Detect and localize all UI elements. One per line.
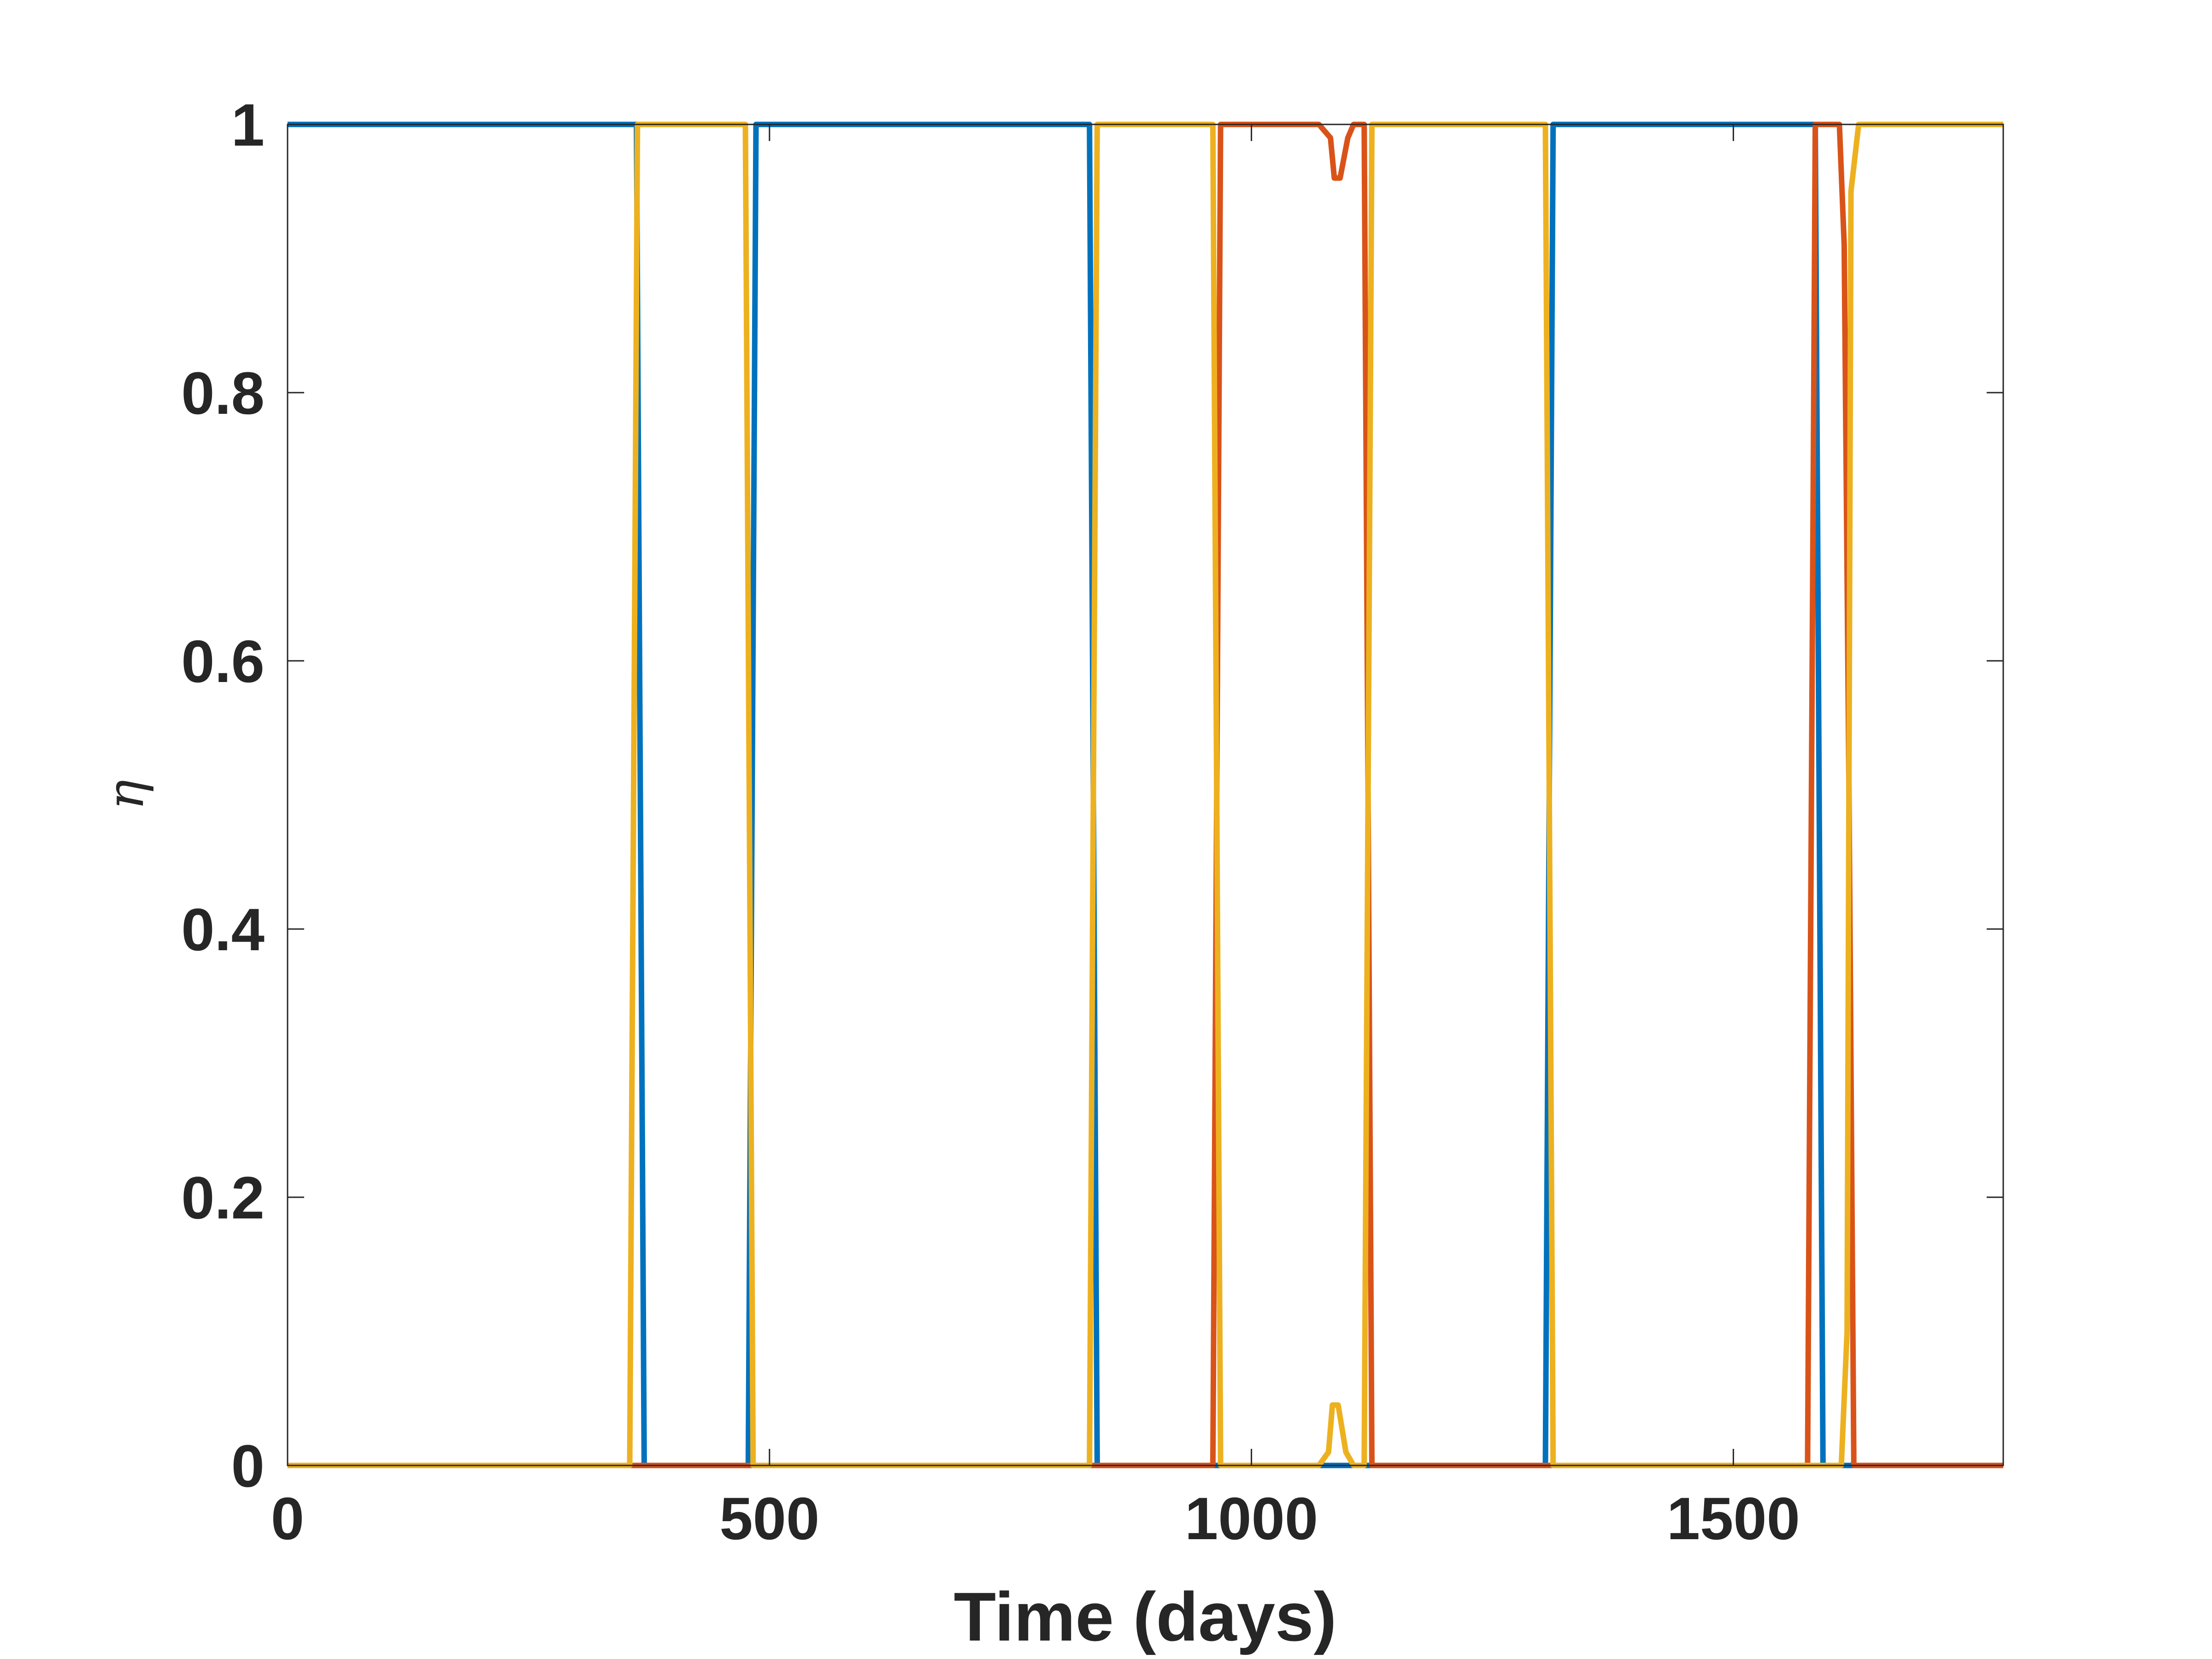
plot-area (288, 124, 2003, 1465)
y-tick-label: 0.2 (181, 1164, 265, 1231)
y-tick-label: 0.8 (181, 359, 265, 427)
tick-labels-layer: 0 500 1000 1500 0 0.2 0.4 0.6 0.8 1 (181, 91, 1800, 1552)
ticks-layer (287, 124, 2003, 1466)
y-tick-label: 0 (231, 1432, 265, 1500)
x-axis-title: Time (days) (954, 1578, 1337, 1655)
y-axis-title: η (96, 780, 155, 810)
x-tick-label: 1000 (1185, 1485, 1318, 1552)
y-tick-label: 0.4 (181, 896, 265, 963)
y-tick-label: 0.6 (181, 628, 265, 695)
x-tick-label: 500 (719, 1485, 819, 1552)
x-tick-label: 1500 (1667, 1485, 1800, 1552)
y-tick-label: 1 (231, 91, 265, 159)
series-line-3 (288, 122, 2003, 1468)
x-tick-label: 0 (271, 1485, 304, 1552)
axes-box (287, 124, 2004, 1466)
